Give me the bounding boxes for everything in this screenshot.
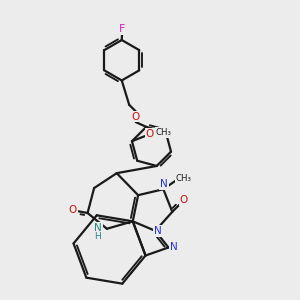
Text: N: N [170, 242, 178, 253]
Text: N: N [160, 179, 168, 189]
Text: CH₃: CH₃ [156, 128, 172, 137]
Text: F: F [119, 24, 125, 34]
Text: N: N [94, 223, 102, 233]
Text: H: H [94, 232, 101, 241]
Text: O: O [132, 112, 140, 122]
Text: CH₃: CH₃ [175, 174, 191, 183]
Text: O: O [69, 205, 77, 215]
Text: O: O [179, 195, 188, 205]
Text: O: O [146, 129, 154, 139]
Text: N: N [154, 226, 162, 236]
